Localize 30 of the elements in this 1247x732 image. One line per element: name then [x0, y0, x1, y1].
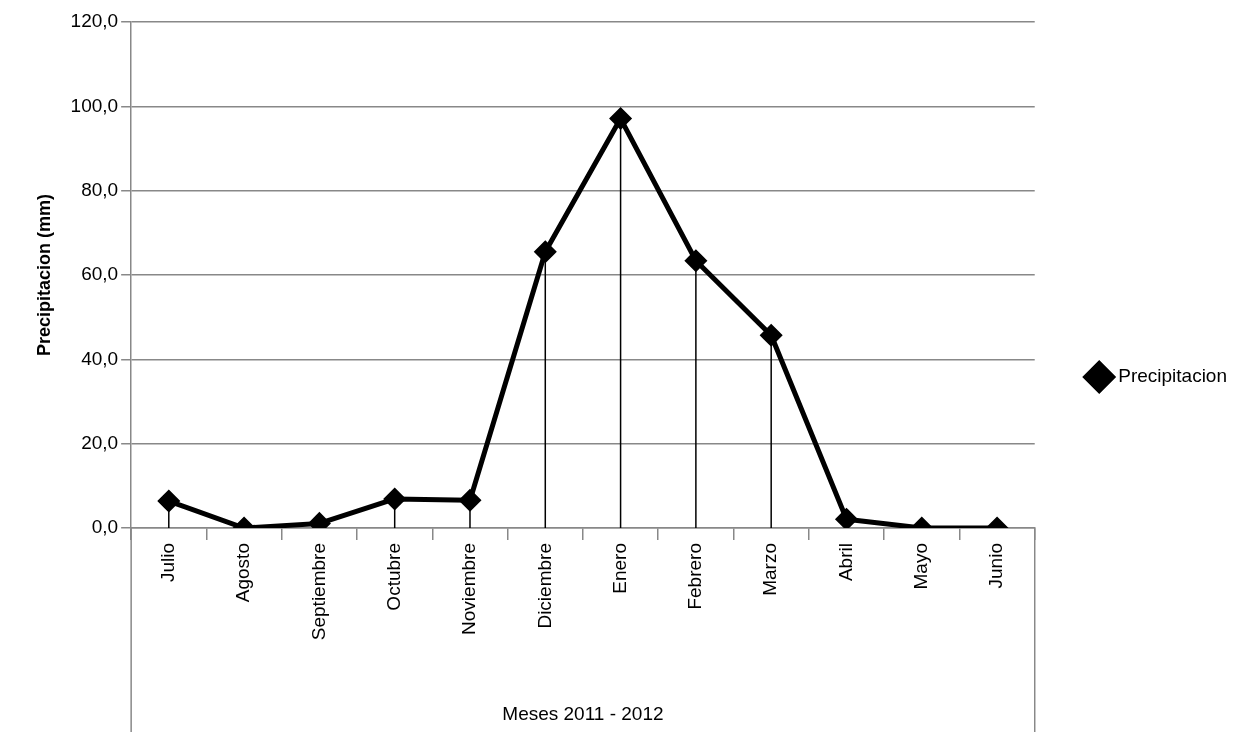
- point: [384, 488, 406, 510]
- x-tick-label: Febrero: [684, 543, 706, 610]
- x-tick-label: Junio: [985, 543, 1007, 589]
- point: [760, 324, 782, 346]
- y-tick-label: 120,0: [70, 10, 119, 32]
- x-tick-label: Diciembre: [533, 543, 555, 629]
- point: [534, 241, 556, 263]
- x-tick-label: Noviembre: [458, 543, 480, 635]
- x-axis-title: Meses 2011 - 2012: [502, 702, 664, 724]
- y-tick-label: 20,0: [81, 431, 119, 453]
- y-tick-label: 100,0: [70, 94, 119, 116]
- x-tick-label: Marzo: [759, 543, 781, 596]
- x-tick-label: Octubre: [382, 543, 404, 611]
- y-tick-label: 60,0: [81, 263, 119, 285]
- point: [835, 508, 857, 529]
- x-tick-label: Abril: [834, 543, 856, 582]
- x-tick-label: Julio: [157, 543, 179, 583]
- x-tick-label: Septiembre: [307, 543, 329, 641]
- x-tick-label: Enero: [608, 543, 630, 594]
- x-tick-label: Agosto: [232, 543, 254, 603]
- y-tick-label: 80,0: [81, 178, 119, 200]
- point: [685, 250, 707, 272]
- y-tick-label: 0,0: [91, 516, 119, 538]
- point: [610, 108, 632, 130]
- x-tick-label: Mayo: [910, 543, 932, 590]
- y-axis-title: Precipitacion (mm): [33, 194, 54, 357]
- y-tick-label: 40,0: [81, 347, 119, 369]
- point: [158, 490, 180, 512]
- point: [459, 489, 481, 511]
- legend-label: Precipitacion: [1118, 365, 1227, 387]
